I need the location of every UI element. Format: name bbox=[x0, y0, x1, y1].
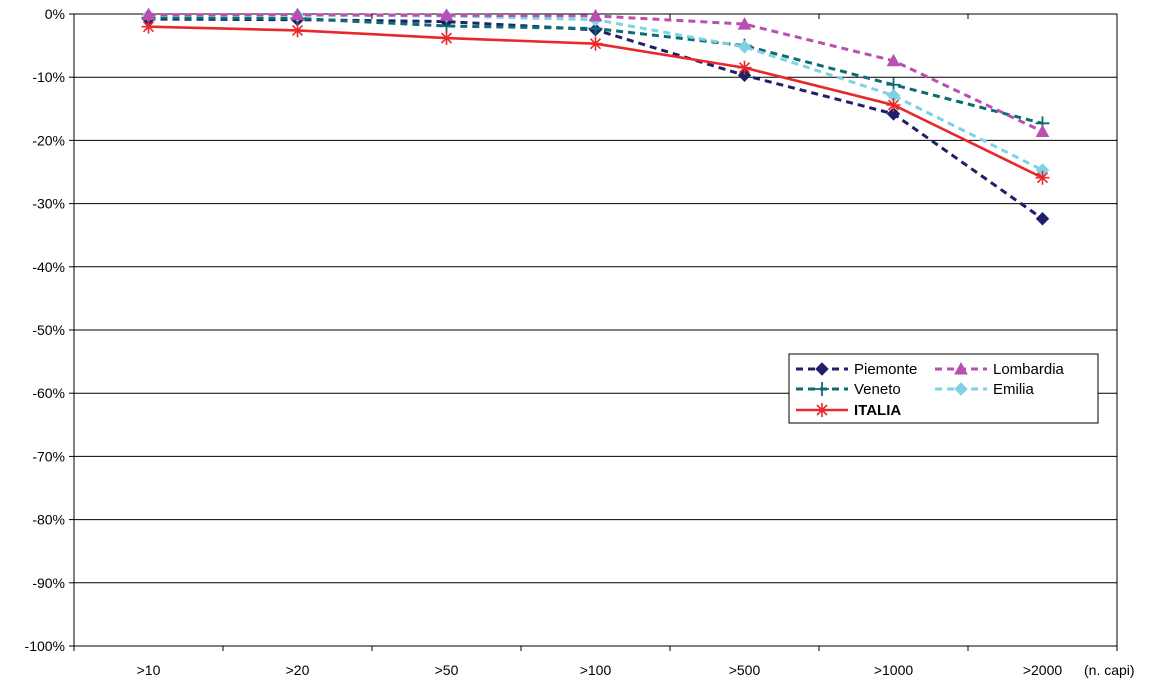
series-italia bbox=[141, 19, 1050, 185]
legend-marker-lombardia bbox=[954, 361, 968, 375]
data-point-italia bbox=[737, 60, 752, 75]
y-tick-label: -70% bbox=[32, 448, 65, 464]
legend-entry-emilia: Emilia bbox=[935, 381, 1034, 398]
data-point-lombardia bbox=[290, 7, 305, 21]
data-point-italia bbox=[588, 36, 603, 51]
x-tick-label: >10 bbox=[137, 662, 161, 678]
series-lombardia bbox=[141, 7, 1050, 138]
y-tick-label: -100% bbox=[25, 638, 65, 654]
legend-label-lombardia: Lombardia bbox=[993, 361, 1065, 378]
legend-marker-italia bbox=[815, 403, 829, 417]
legend-entry-piemonte: Piemonte bbox=[796, 361, 917, 378]
y-tick-label: -20% bbox=[32, 132, 65, 148]
data-point-piemonte bbox=[1035, 212, 1050, 226]
x-tick-label: >100 bbox=[580, 662, 612, 678]
legend-label-emilia: Emilia bbox=[993, 381, 1034, 398]
legend: Piemonte Lombardia Veneto Emilia ITALIA bbox=[788, 353, 1099, 424]
y-tick-label: -90% bbox=[32, 575, 65, 591]
legend-label-piemonte: Piemonte bbox=[854, 361, 917, 378]
legend-entry-italia: ITALIA bbox=[796, 402, 901, 419]
data-point-italia bbox=[141, 19, 156, 34]
legend-marker-veneto bbox=[815, 382, 829, 396]
data-point-lombardia bbox=[588, 8, 603, 22]
data-point-lombardia bbox=[886, 53, 901, 67]
legend-marker-emilia bbox=[954, 382, 968, 396]
y-tick-label: -60% bbox=[32, 385, 65, 401]
y-tick-label: -10% bbox=[32, 69, 65, 85]
data-point-italia bbox=[886, 98, 901, 113]
series-lines bbox=[141, 7, 1050, 226]
x-axis-ticks: >10 >20 >50 >100 >500 >1000 >2000 bbox=[73, 14, 1118, 678]
y-tick-label: 0% bbox=[45, 6, 65, 22]
x-tick-label: >20 bbox=[286, 662, 310, 678]
x-tick-label: >500 bbox=[729, 662, 761, 678]
y-tick-label: -50% bbox=[32, 322, 65, 338]
data-point-italia bbox=[439, 31, 454, 46]
y-axis-ticks: 0% -10% -20% -30% -40% -50% -60% -70% -80% -90% -1… bbox=[25, 6, 74, 654]
data-point-piemonte bbox=[737, 68, 752, 83]
data-point-italia bbox=[1035, 170, 1050, 185]
legend-box bbox=[788, 353, 1099, 424]
legend-entry-lombardia: Lombardia bbox=[935, 361, 1065, 378]
legend-label-veneto: Veneto bbox=[854, 381, 901, 398]
y-tick-label: -40% bbox=[32, 259, 65, 275]
legend-marker-piemonte bbox=[815, 362, 829, 376]
data-point-emilia bbox=[737, 40, 752, 54]
gridlines bbox=[74, 13, 1117, 647]
x-tick-label: >2000 bbox=[1023, 662, 1063, 678]
data-point-piemonte bbox=[886, 107, 901, 121]
data-point-lombardia bbox=[1035, 124, 1050, 138]
data-point-lombardia bbox=[141, 7, 156, 21]
data-point-lombardia bbox=[737, 17, 752, 30]
x-tick-label: >50 bbox=[435, 662, 459, 678]
x-tick-label: >1000 bbox=[874, 662, 914, 678]
y-tick-label: -30% bbox=[32, 196, 65, 212]
legend-entry-veneto: Veneto bbox=[796, 381, 901, 398]
y-tick-label: -80% bbox=[32, 512, 65, 528]
data-point-lombardia bbox=[439, 8, 454, 21]
x-axis-unit-label: (n. capi) bbox=[1084, 662, 1135, 678]
legend-label-italia: ITALIA bbox=[854, 402, 901, 419]
data-point-italia bbox=[290, 23, 305, 38]
